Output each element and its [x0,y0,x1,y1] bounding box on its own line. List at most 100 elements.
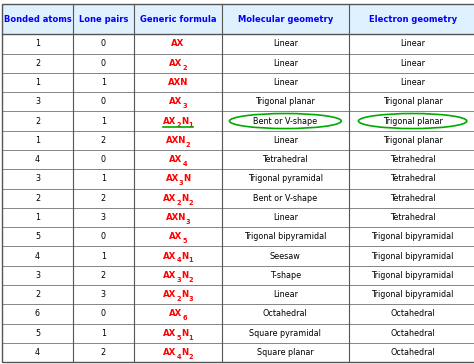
Text: AXN: AXN [165,136,186,145]
Text: Generic formula: Generic formula [140,15,216,24]
Text: N: N [181,290,188,299]
Text: Trigonal bipyramidal: Trigonal bipyramidal [372,290,454,299]
Text: Linear: Linear [273,39,298,48]
Text: Octahedral: Octahedral [390,329,435,338]
Text: 2: 2 [188,199,193,206]
Text: 5: 5 [35,232,40,241]
Text: 2: 2 [176,122,181,128]
Text: AX: AX [163,252,176,261]
Text: Bonded atoms: Bonded atoms [4,15,71,24]
Text: AX: AX [165,174,179,183]
Text: T-shape: T-shape [270,271,301,280]
Text: Linear: Linear [273,213,298,222]
Text: Linear: Linear [273,290,298,299]
Text: 6: 6 [35,309,40,318]
Text: Trigonal bipyramidal: Trigonal bipyramidal [372,271,454,280]
Text: AX: AX [163,290,176,299]
Text: AX: AX [169,309,182,318]
Text: 4: 4 [176,354,181,360]
Text: Tetrahedral: Tetrahedral [263,155,308,164]
Text: Linear: Linear [400,39,425,48]
Text: Trigonal planar: Trigonal planar [383,116,443,126]
Text: AX: AX [163,194,176,203]
Text: AX: AX [163,329,176,338]
Text: 0: 0 [101,309,106,318]
Text: Trigonal bipyramidal: Trigonal bipyramidal [372,232,454,241]
Text: N: N [181,116,188,126]
Text: 0: 0 [101,39,106,48]
Text: 1: 1 [35,213,40,222]
Text: 1: 1 [101,329,106,338]
Text: Lone pairs: Lone pairs [79,15,128,24]
Text: 1: 1 [101,116,106,126]
Text: Linear: Linear [273,59,298,68]
Text: 2: 2 [35,116,40,126]
Text: Octahedral: Octahedral [263,309,308,318]
Text: 2: 2 [176,296,181,302]
Text: 2: 2 [101,194,106,203]
Text: Square pyramidal: Square pyramidal [249,329,321,338]
Text: 0: 0 [101,97,106,106]
Text: Trigonal planar: Trigonal planar [383,136,443,145]
Text: 1: 1 [188,257,193,264]
Text: Bent or V-shape: Bent or V-shape [253,116,318,126]
Text: Linear: Linear [273,78,298,87]
Text: Linear: Linear [400,78,425,87]
Text: 0: 0 [101,232,106,241]
Text: Trigonal planar: Trigonal planar [383,97,443,106]
Text: 2: 2 [182,64,187,71]
Text: 3: 3 [35,97,40,106]
Text: AX: AX [163,348,176,357]
Text: N: N [181,329,188,338]
Text: N: N [181,348,188,357]
Text: AXN: AXN [165,213,186,222]
Text: 2: 2 [101,136,106,145]
Text: 4: 4 [35,155,40,164]
Text: 2: 2 [188,354,193,360]
Text: Bent or V-shape: Bent or V-shape [253,194,318,203]
Text: AX: AX [163,271,176,280]
Text: AX: AX [169,155,182,164]
Text: 3: 3 [179,180,183,186]
Text: 3: 3 [182,103,187,109]
Text: Square planar: Square planar [257,348,314,357]
Text: 4: 4 [35,252,40,261]
Text: Tetrahedral: Tetrahedral [390,213,436,222]
Text: Linear: Linear [273,136,298,145]
Text: Octahedral: Octahedral [390,309,435,318]
Text: Tetrahedral: Tetrahedral [390,194,436,203]
Text: 1: 1 [35,39,40,48]
Text: 4: 4 [35,348,40,357]
Text: Trigonal pyramidal: Trigonal pyramidal [248,174,323,183]
Text: 5: 5 [182,238,187,244]
Text: Electron geometry: Electron geometry [369,15,456,24]
Text: 3: 3 [176,277,181,283]
Text: 2: 2 [176,199,181,206]
Text: 0: 0 [101,59,106,68]
Text: 3: 3 [188,296,193,302]
Text: 3: 3 [101,213,106,222]
Text: 3: 3 [35,174,40,183]
Text: AX: AX [169,97,182,106]
Text: 5: 5 [176,335,181,341]
Text: 1: 1 [101,252,106,261]
Text: 1: 1 [35,136,40,145]
Text: 4: 4 [176,257,181,264]
Text: N: N [181,271,188,280]
Text: AX: AX [172,39,184,48]
Text: Trigonal bipyramidal: Trigonal bipyramidal [372,252,454,261]
Text: AX: AX [169,59,182,68]
Text: AXN: AXN [168,78,188,87]
Text: 3: 3 [186,219,191,225]
Text: N: N [181,194,188,203]
Text: 6: 6 [182,315,187,321]
Text: 3: 3 [101,290,106,299]
Text: 1: 1 [35,78,40,87]
Text: 2: 2 [35,194,40,203]
Text: Octahedral: Octahedral [390,348,435,357]
Text: Tetrahedral: Tetrahedral [390,174,436,183]
Text: 0: 0 [101,155,106,164]
Text: 3: 3 [35,271,40,280]
Text: AX: AX [169,232,182,241]
Text: 4: 4 [182,161,187,167]
